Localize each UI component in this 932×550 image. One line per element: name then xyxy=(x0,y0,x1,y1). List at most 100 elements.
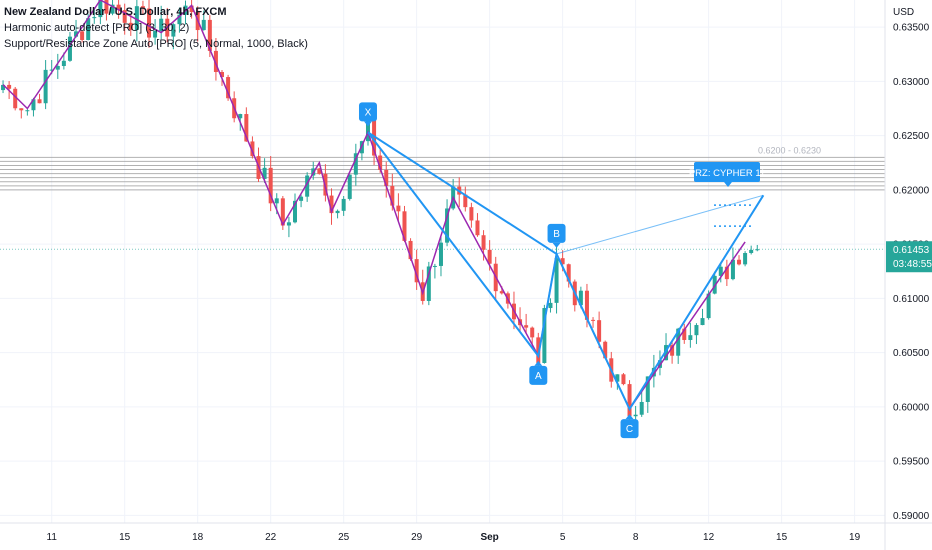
candle-body xyxy=(147,8,152,38)
candle-body xyxy=(737,259,742,265)
symbol-title-line[interactable]: New Zealand Dollar / U.S. Dollar, 4h, FX… xyxy=(4,6,227,18)
candle-body xyxy=(365,118,370,142)
candle-body xyxy=(414,259,419,283)
candle-body xyxy=(280,198,285,226)
candle-body xyxy=(189,5,194,13)
sr-zone-label: 0.6200 - 0.6230 xyxy=(758,145,821,155)
prz-label-box xyxy=(694,162,760,182)
time-axis[interactable]: 11 15 18 22 25 29 Sep 5 8 12 15 19 xyxy=(0,522,932,543)
candle-body xyxy=(116,4,121,11)
time-tick-label: 22 xyxy=(265,532,277,543)
candle-body xyxy=(639,401,644,415)
candle-body xyxy=(615,374,620,382)
candle-body xyxy=(724,266,729,280)
candle-body xyxy=(536,337,541,363)
last-price-badge xyxy=(886,241,932,273)
candles xyxy=(1,0,760,429)
candle-body xyxy=(432,265,437,267)
candle-body xyxy=(633,414,638,417)
time-tick-label: Sep xyxy=(480,532,498,543)
candle-body xyxy=(7,84,12,89)
prz-label-pointer xyxy=(724,182,732,187)
candle-body xyxy=(98,0,103,18)
price-tick-label: 0.60000 xyxy=(893,402,930,413)
pattern-point-label: B xyxy=(553,229,560,240)
countdown: 03:48:55 xyxy=(893,259,932,270)
candle-body xyxy=(128,22,133,30)
candle-body xyxy=(177,14,182,25)
pattern-point-pointer xyxy=(534,360,543,366)
pattern-point-marker xyxy=(529,365,548,385)
pattern-point-marker xyxy=(620,419,639,439)
candle-body xyxy=(621,374,626,385)
candle-body xyxy=(463,194,468,208)
candle-body xyxy=(274,198,279,204)
candle-body xyxy=(347,174,352,199)
price-tick-label: 0.63500 xyxy=(893,23,930,34)
candle-body xyxy=(566,264,571,282)
price-tick-label: 0.61000 xyxy=(893,294,930,305)
indicator-sr-zone[interactable]: Support/Resistance Zone Auto [PRO] (5, N… xyxy=(4,38,308,50)
candle-body xyxy=(74,31,79,37)
candle-body xyxy=(55,66,60,70)
candle-body xyxy=(469,207,474,221)
candle-body xyxy=(718,266,723,276)
candle-body xyxy=(250,141,255,157)
pattern-point-pointer xyxy=(552,242,561,248)
candle-body xyxy=(220,71,225,78)
candle-body xyxy=(706,293,711,319)
candle-body xyxy=(49,69,54,71)
candle-body xyxy=(37,99,42,104)
indicator-harmonic[interactable]: Harmonic auto-detect [PRO] (3, 30, 2) xyxy=(4,22,190,34)
price-tick-label: 0.59500 xyxy=(893,457,930,468)
candle-body xyxy=(597,320,602,342)
candle-body xyxy=(207,19,212,51)
time-tick-label: 19 xyxy=(849,532,861,543)
candle-body xyxy=(201,19,206,31)
candle-body xyxy=(341,198,346,211)
candle-body xyxy=(743,253,748,265)
last-price-value: 0.61453 xyxy=(893,245,930,256)
candle-body xyxy=(475,220,480,236)
price-tick-label: 0.63000 xyxy=(893,77,930,88)
time-tick-label: 11 xyxy=(47,532,58,543)
candle-body xyxy=(213,50,218,72)
candle-body xyxy=(238,114,243,119)
candle-body xyxy=(171,24,176,37)
candle-body xyxy=(122,10,127,23)
candle-body xyxy=(262,167,267,179)
candle-body xyxy=(530,327,535,338)
candle-body xyxy=(335,210,340,214)
candle-body xyxy=(378,155,383,170)
candle-body xyxy=(67,36,72,61)
price-axis[interactable]: USD0.635000.630000.625000.620000.615000.… xyxy=(884,0,932,550)
candle-body xyxy=(408,240,413,260)
candle-body xyxy=(445,208,450,243)
candle-body xyxy=(25,110,30,112)
pattern-point-a: A xyxy=(529,360,548,385)
candle-body xyxy=(396,205,401,212)
candle-body xyxy=(390,186,395,206)
candle-body xyxy=(1,84,6,91)
candle-body xyxy=(524,325,529,328)
currency-label: USD xyxy=(893,7,914,18)
pattern-point-marker xyxy=(358,102,377,122)
zigzag-line xyxy=(2,0,746,411)
candle-body xyxy=(560,258,565,265)
candle-body xyxy=(627,384,632,417)
candle-body xyxy=(578,290,583,306)
pattern-point-label: A xyxy=(535,371,542,382)
time-tick-label: 25 xyxy=(338,532,350,543)
candle-body xyxy=(645,376,650,402)
candle-body xyxy=(80,31,85,40)
candle-body xyxy=(676,328,681,356)
pattern-point-x: X xyxy=(358,102,377,127)
candle-body xyxy=(554,258,559,303)
candle-body xyxy=(584,290,589,320)
candle-body xyxy=(299,196,304,201)
candle-body xyxy=(481,235,486,250)
candle-body xyxy=(110,4,115,14)
time-tick-label: 15 xyxy=(119,532,131,543)
candle-body xyxy=(542,308,547,363)
